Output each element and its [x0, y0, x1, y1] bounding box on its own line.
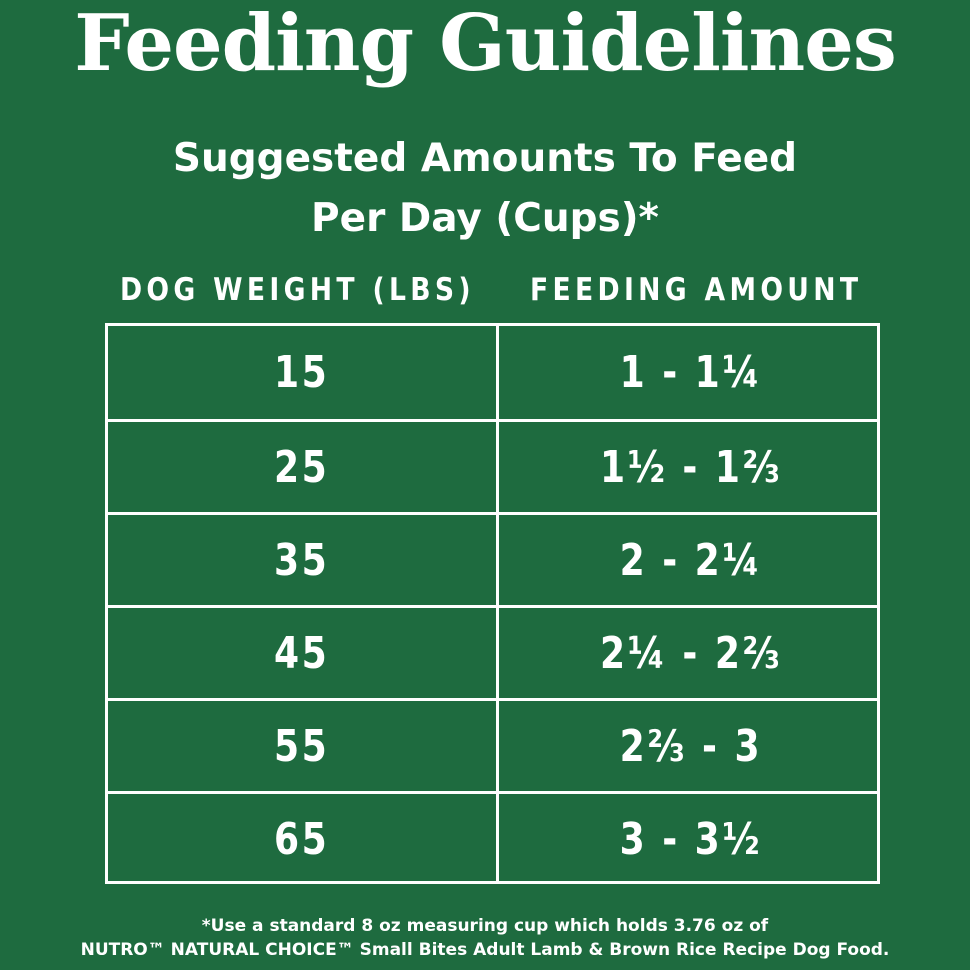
table-row: 45 2¼ - 2⅔ [108, 605, 877, 698]
footnote-line-2: NUTRO™ NATURAL CHOICE™ Small Bites Adult… [80, 940, 890, 960]
table-row: 25 1½ - 1⅔ [108, 419, 877, 512]
column-divider [496, 794, 499, 884]
subtitle-line-1: Suggested Amounts To Feed [172, 136, 798, 181]
table-row: 15 1 - 1¼ [108, 326, 877, 419]
amount-cell: 1½ - 1⅔ [599, 441, 783, 493]
subtitle-line-2: Per Day (Cups)* [311, 196, 659, 241]
column-header-feeding-amount: FEEDING AMOUNT [530, 272, 863, 308]
table-row: 55 2⅔ - 3 [108, 698, 877, 791]
column-divider [496, 515, 499, 605]
table-row: 65 3 - 3½ [108, 791, 877, 884]
column-divider [496, 608, 499, 698]
table-row: 35 2 - 2¼ [108, 512, 877, 605]
weight-cell: 25 [274, 441, 330, 493]
weight-cell: 35 [274, 534, 330, 586]
footnote-line-1: *Use a standard 8 oz measuring cup which… [201, 916, 769, 936]
amount-cell: 1 - 1¼ [619, 347, 763, 398]
amount-cell: 3 - 3½ [619, 813, 763, 865]
column-divider [496, 422, 499, 512]
weight-cell: 15 [274, 347, 330, 398]
column-divider [496, 326, 499, 419]
amount-cell: 2¼ - 2⅔ [599, 627, 783, 679]
weight-cell: 65 [274, 813, 330, 865]
column-divider [496, 701, 499, 791]
column-header-dog-weight: DOG WEIGHT (LBS) [120, 272, 475, 308]
feeding-table: 15 1 - 1¼ 25 1½ - 1⅔ 35 2 - 2¼ 45 2¼ - 2… [105, 323, 880, 884]
amount-cell: 2 - 2¼ [619, 534, 763, 586]
weight-cell: 45 [274, 627, 330, 679]
page-title: Feeding Guidelines [74, 0, 897, 89]
weight-cell: 55 [274, 720, 330, 772]
amount-cell: 2⅔ - 3 [619, 720, 763, 772]
